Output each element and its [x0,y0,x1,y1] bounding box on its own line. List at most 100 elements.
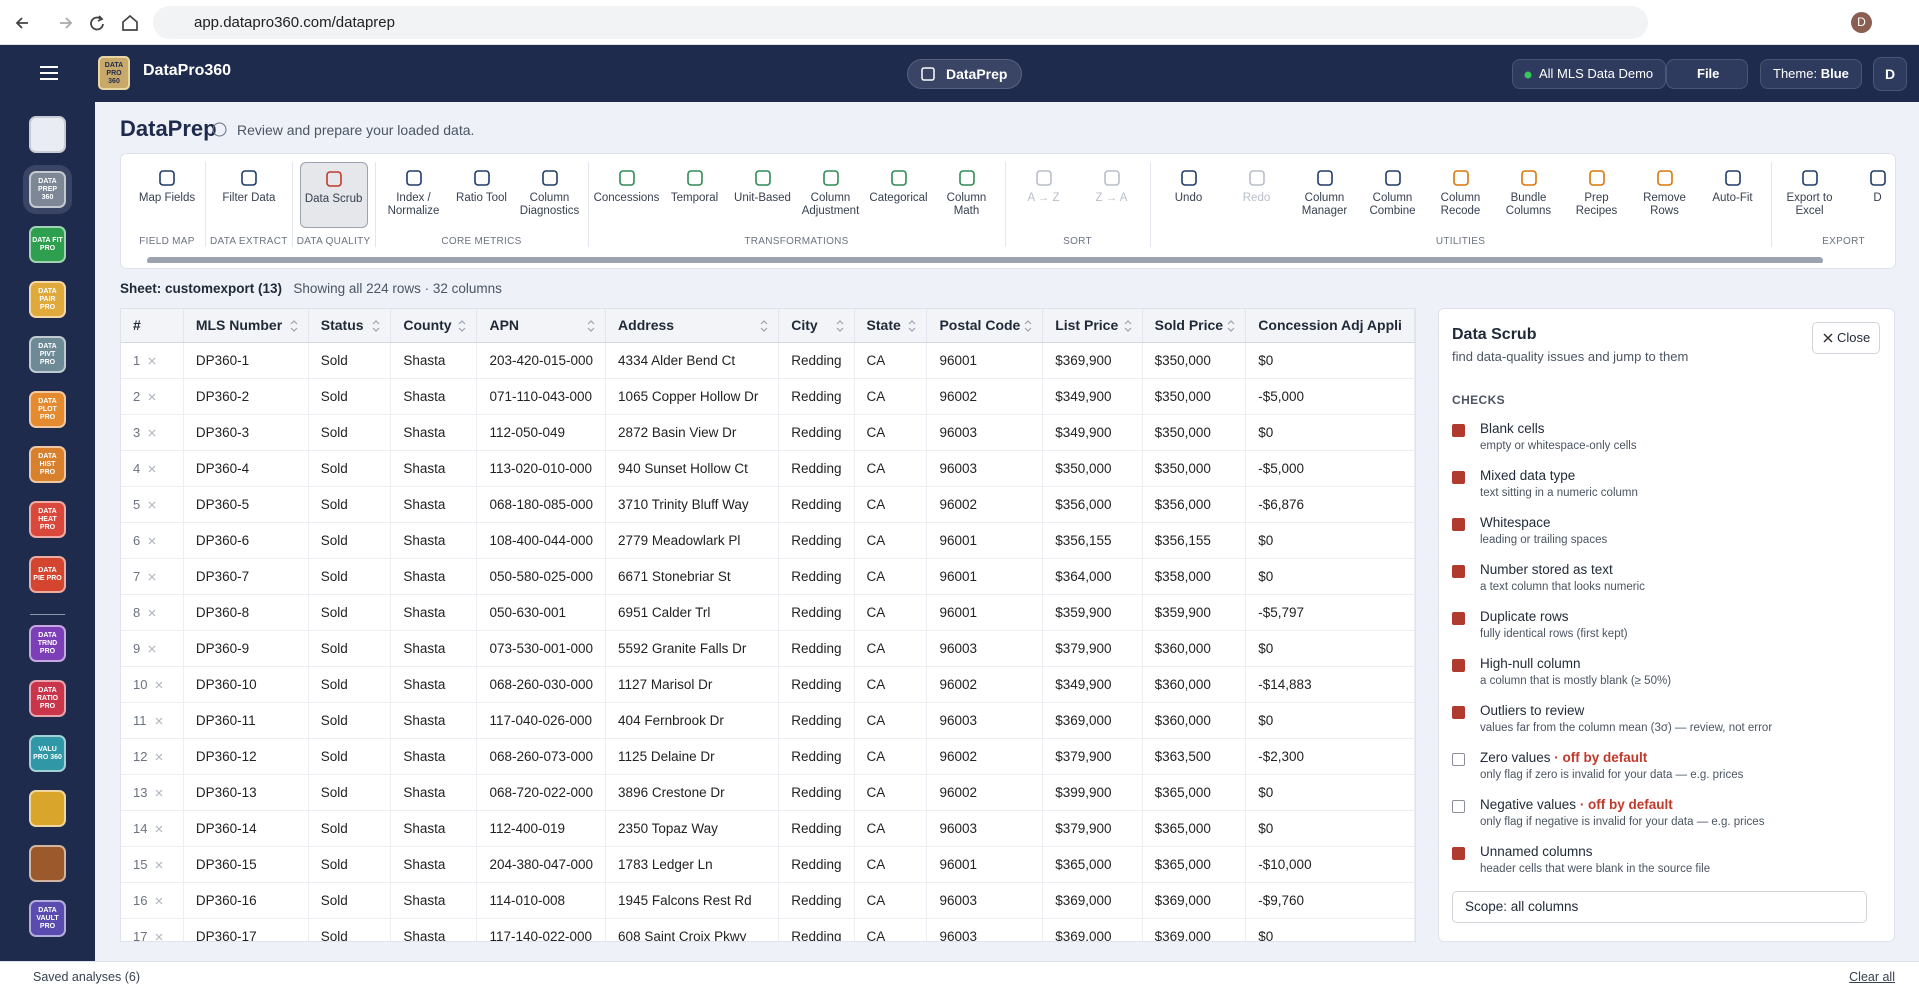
tool-button[interactable]: Bundle Columns [1495,162,1563,228]
delete-row[interactable] [148,609,156,617]
tool-button[interactable]: Undo [1155,162,1223,228]
checkbox[interactable] [1452,471,1465,484]
checkbox[interactable] [1452,706,1465,719]
column-header[interactable]: Address [605,309,780,343]
clear-all[interactable]: Clear all [1849,970,1895,984]
theme-pill[interactable]: Theme: Blue [1760,59,1862,89]
tool-button[interactable]: A → Z [1010,162,1078,228]
app-tile[interactable]: DATA RATIO PRO [29,680,66,717]
scope-select[interactable]: Scope: all columns [1452,891,1867,923]
tool-button[interactable]: Column Recode [1427,162,1495,228]
run-button[interactable] [1452,941,1867,942]
sort-icon[interactable] [1124,320,1132,332]
tool-button[interactable]: Map Fields [133,162,201,228]
column-header[interactable]: Sold Price [1142,309,1247,343]
tool-button[interactable]: Column Diagnostics [516,162,584,228]
checkbox[interactable] [1452,659,1465,672]
sort-icon[interactable] [458,320,466,332]
checkbox[interactable] [1452,565,1465,578]
file-menu[interactable]: File [1666,59,1749,89]
tool-button[interactable]: Auto-Fit [1699,162,1767,228]
app-tile[interactable]: VALU PRO 360 [29,735,66,772]
app-tile[interactable]: DATA HIST PRO [29,446,66,483]
delete-row[interactable] [155,825,163,833]
column-header[interactable]: Postal Code [926,309,1044,343]
tool-button[interactable]: Redo [1223,162,1291,228]
checkbox[interactable] [1452,800,1465,813]
sort-icon[interactable] [760,320,768,332]
delete-row[interactable] [155,789,163,797]
column-header[interactable]: APN [476,309,607,343]
tool-button[interactable]: Filter Data [215,162,283,228]
tool-button[interactable]: Concessions [593,162,661,228]
column-header[interactable]: County [390,309,478,343]
close-button[interactable]: Close [1812,322,1880,354]
sort-icon[interactable] [1024,320,1032,332]
app-tile[interactable] [29,116,66,153]
tool-button[interactable]: Unit-Based [729,162,797,228]
tool-button[interactable]: D [1844,162,1896,228]
app-tile[interactable]: DATA PREP 360 [29,171,66,208]
app-tile[interactable]: DATA HEAT PRO [29,501,66,538]
column-header[interactable]: City [778,309,855,343]
delete-row[interactable] [148,357,156,365]
app-tile[interactable]: DATA PIVT PRO [29,336,66,373]
module-pill[interactable]: DataPrep [907,59,1023,89]
app-tile[interactable]: DATA TRND PRO [29,625,66,662]
delete-row[interactable] [155,861,163,869]
toolbar-scrollbar[interactable] [133,257,1885,263]
tool-button[interactable]: Prep Recipes [1563,162,1631,228]
delete-row[interactable] [155,681,163,689]
delete-row[interactable] [148,465,156,473]
sort-icon[interactable] [1227,320,1235,332]
app-tile[interactable]: DATA FIT PRO [29,226,66,263]
menu-button[interactable] [38,64,60,82]
checkbox[interactable] [1452,847,1465,860]
tool-button[interactable]: Column Adjustment [797,162,865,228]
checkbox[interactable] [1452,518,1465,531]
checkbox[interactable] [1452,612,1465,625]
column-header[interactable]: Concession Adj Appli [1245,309,1415,343]
saved-analyses[interactable]: Saved analyses (6) [33,970,141,984]
browser-profile[interactable]: D [1851,12,1872,33]
home-button[interactable] [120,13,140,33]
delete-row[interactable] [155,753,163,761]
delete-row[interactable] [148,501,156,509]
column-header[interactable]: MLS Number [183,309,309,343]
app-tile[interactable]: DATA PAIR PRO [29,281,66,318]
delete-row[interactable] [148,429,156,437]
dataset-pill[interactable]: All MLS Data Demo [1512,59,1667,89]
checkbox[interactable] [1452,424,1465,437]
tool-button[interactable]: Column Combine [1359,162,1427,228]
address-bar[interactable]: app.datapro360.com/dataprep [153,6,1648,39]
tool-button[interactable]: Data Scrub [299,162,368,228]
tool-button[interactable]: Index / Normalize [380,162,448,228]
sort-icon[interactable] [908,320,916,332]
delete-row[interactable] [148,573,156,581]
help-icon[interactable] [212,122,227,137]
checkbox[interactable] [1452,753,1465,766]
column-header[interactable]: Status [308,309,392,343]
sort-icon[interactable] [290,320,298,332]
delete-row[interactable] [148,645,156,653]
sort-icon[interactable] [587,320,595,332]
user-avatar[interactable]: D [1873,57,1907,91]
column-header[interactable]: # [121,309,184,343]
tool-button[interactable]: Categorical [865,162,933,228]
delete-row[interactable] [155,717,163,725]
tool-button[interactable]: Temporal [661,162,729,228]
column-header[interactable]: List Price [1042,309,1143,343]
tool-button[interactable]: Export to Excel [1776,162,1844,228]
sort-icon[interactable] [836,320,844,332]
delete-row[interactable] [148,393,156,401]
delete-row[interactable] [155,933,163,941]
tool-button[interactable]: Column Manager [1291,162,1359,228]
tool-button[interactable]: Column Math [933,162,1001,228]
app-tile[interactable]: DATA VAULT PRO [29,900,66,937]
app-tile[interactable] [29,845,66,882]
app-tile[interactable]: DATA PLOT PRO [29,391,66,428]
tool-button[interactable]: Z → A [1078,162,1146,228]
app-tile[interactable] [29,790,66,827]
tool-button[interactable]: Ratio Tool [448,162,516,228]
column-header[interactable]: State [854,309,928,343]
